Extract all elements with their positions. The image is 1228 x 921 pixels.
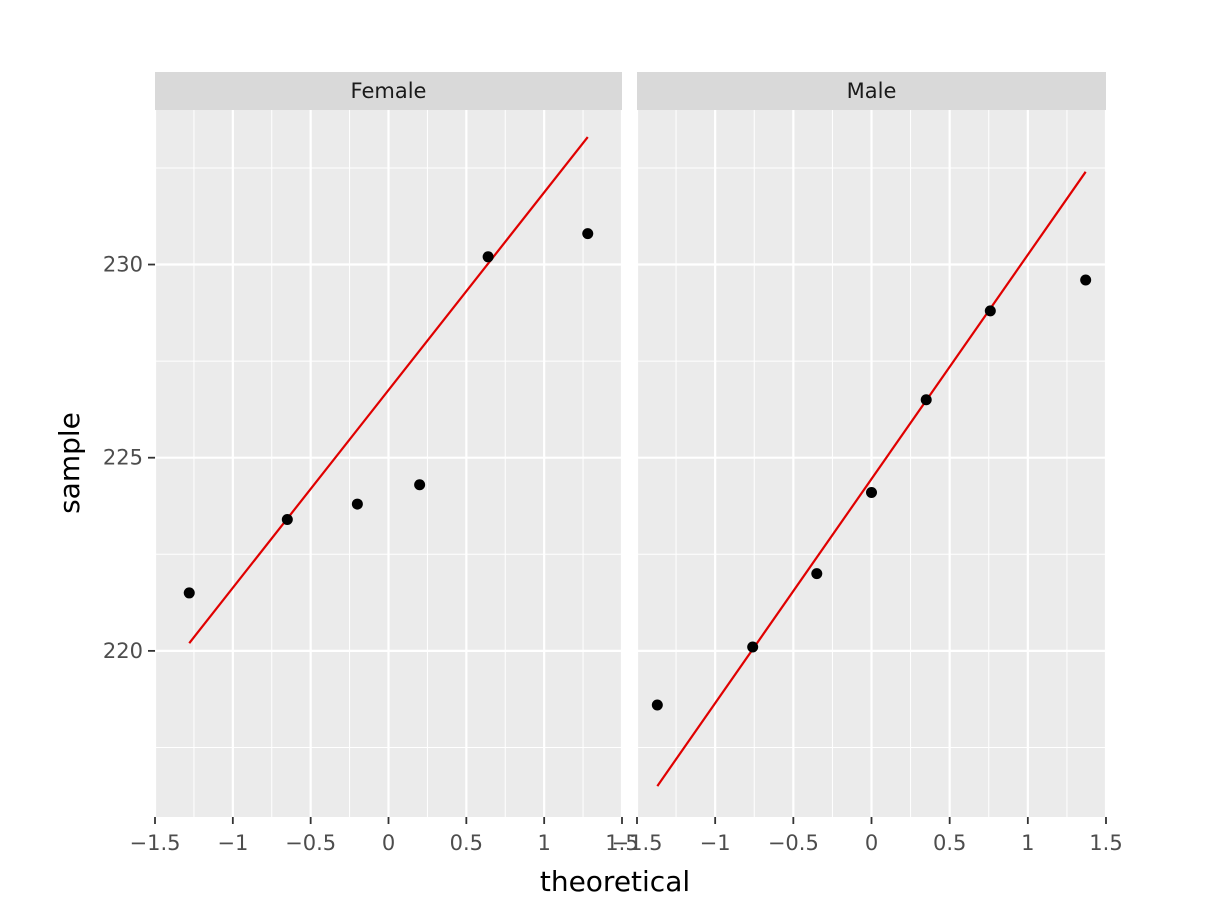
x-tick-label: 0	[865, 831, 878, 855]
reference-line	[656, 171, 1087, 787]
x-tick-label: −1.5	[612, 831, 663, 855]
data-point	[351, 498, 363, 510]
data-point	[651, 699, 663, 711]
y-axis-title: sample	[53, 412, 86, 514]
data-point	[866, 486, 877, 498]
y-tick-label: 220	[103, 639, 143, 663]
data-point	[414, 479, 426, 491]
facet-strip	[155, 72, 622, 110]
y-axis: 220 225 230	[103, 253, 155, 663]
y-tick-label: 225	[103, 446, 143, 470]
x-tick-label: −1	[217, 831, 248, 855]
data-point	[920, 394, 932, 406]
x-tick-label: 1	[537, 831, 550, 855]
data-point	[183, 587, 195, 599]
x-tick-label: 1.5	[605, 831, 638, 855]
facet-strip-label: Male	[847, 79, 897, 103]
facet-panel-female: Female −1.5 −1 −0.5 0 0.5 1 1.5	[130, 72, 639, 855]
data-point	[747, 641, 759, 653]
data-point	[482, 251, 494, 263]
x-tick-label: 1	[1021, 831, 1034, 855]
x-tick-label: 0.5	[450, 831, 483, 855]
facet-strip-label: Female	[351, 79, 427, 103]
facet-panels: Female −1.5 −1 −0.5 0 0.5 1 1.5 Male −1.5 −1 −0.5 0 0…	[130, 72, 1123, 855]
x-tick-label: 0.5	[933, 831, 966, 855]
x-tick-label: −1.5	[130, 831, 181, 855]
x-tick-label: 0	[382, 831, 395, 855]
reference-line	[188, 136, 589, 644]
data-point	[984, 305, 996, 317]
data-point	[811, 568, 823, 580]
facet-panel-male: Male −1.5 −1 −0.5 0 0.5 1 1.5	[612, 72, 1123, 855]
data-point	[281, 514, 293, 526]
x-axis-title: theoretical	[540, 865, 690, 898]
x-tick-label: −1	[700, 831, 731, 855]
y-tick-label: 230	[103, 253, 143, 277]
x-tick-label: −0.5	[285, 831, 336, 855]
facet-strip	[637, 72, 1106, 110]
x-tick-label: −0.5	[768, 831, 819, 855]
x-tick-label: 1.5	[1089, 831, 1122, 855]
data-point	[1080, 274, 1092, 286]
data-point	[582, 228, 594, 240]
